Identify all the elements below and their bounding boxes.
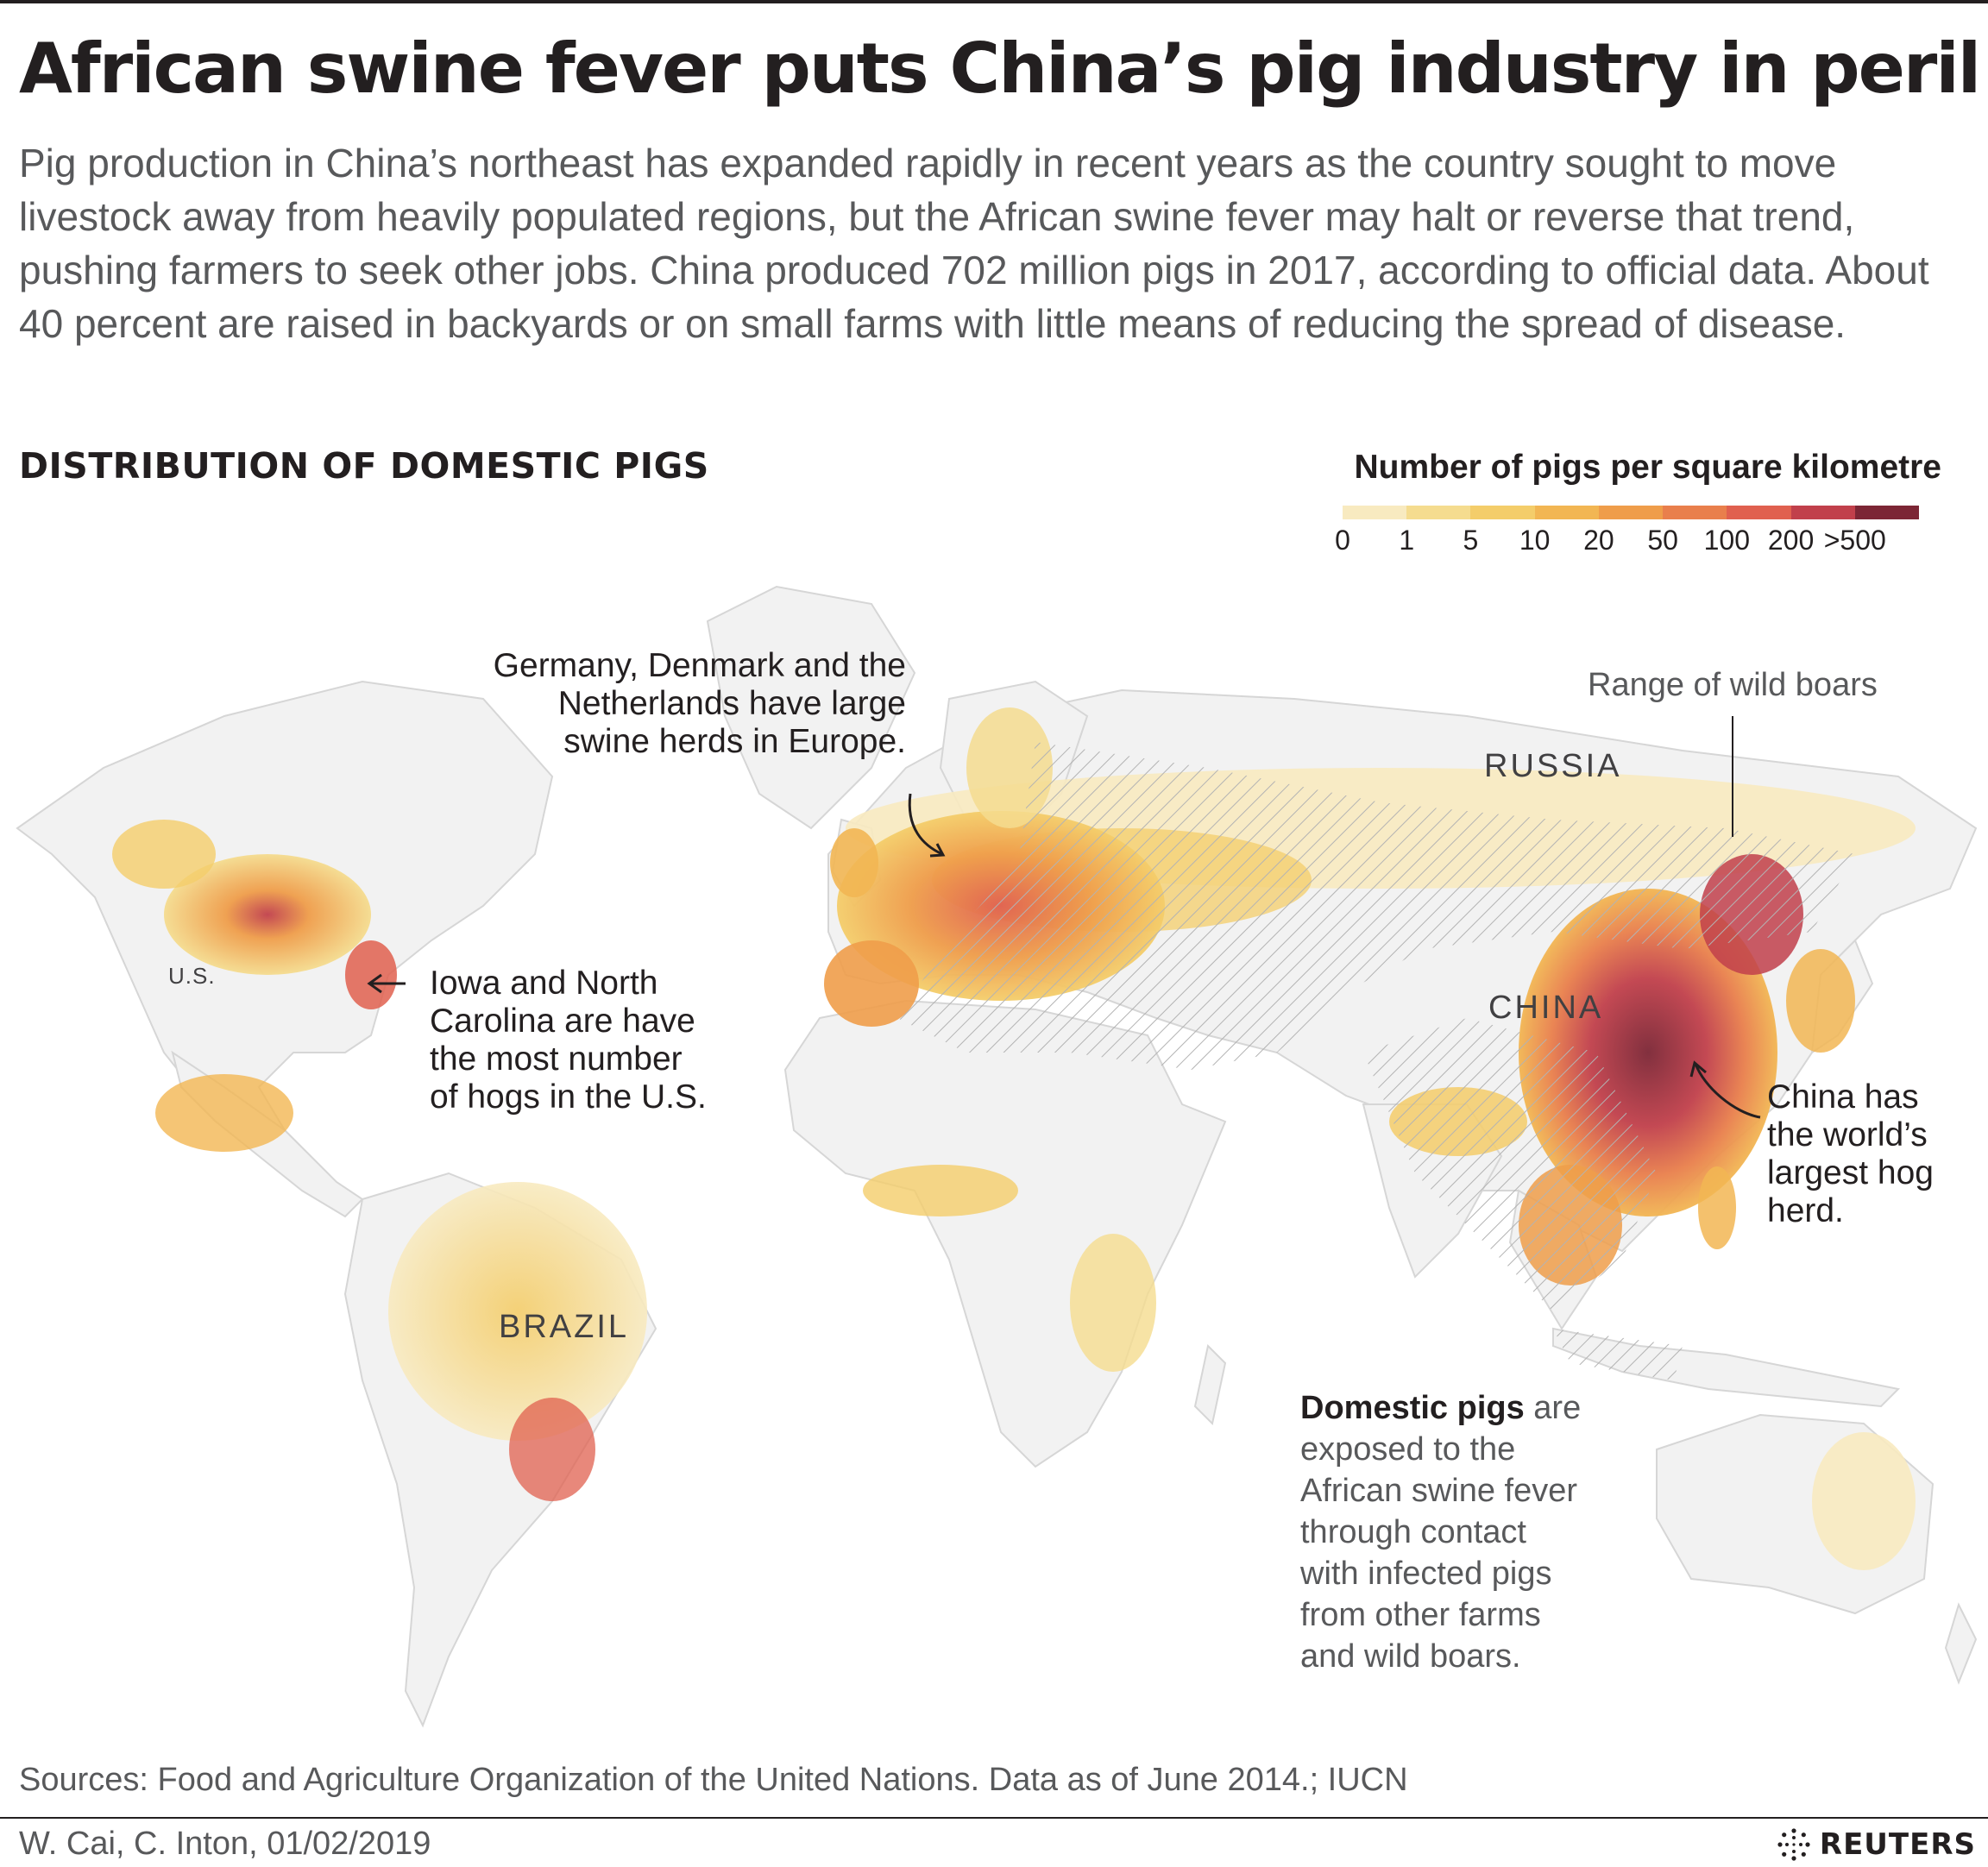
map-label-brazil: BRAZIL xyxy=(499,1309,629,1345)
density-iberia xyxy=(824,940,919,1027)
wild-boar-hatch-asia xyxy=(1363,1018,1657,1311)
wild-boar-hatch-eurasia xyxy=(897,742,1855,1070)
credit-line: W. Cai, C. Inton, 01/02/2019 xyxy=(19,1826,431,1862)
density-australia xyxy=(1812,1432,1916,1570)
legend-swatch xyxy=(1534,506,1599,519)
section-title: DISTRIBUTION OF DOMESTIC PIGS xyxy=(19,445,709,487)
china-arrow xyxy=(1694,1063,1761,1119)
wild-boar-hatch-indonesia xyxy=(1553,1329,1683,1380)
annotation-wild-boars: Range of wild boars xyxy=(1588,667,1878,703)
annotation-domestic-line: through contact xyxy=(1300,1514,1526,1550)
legend-swatch xyxy=(1470,506,1535,519)
legend-tick-label: 10 xyxy=(1519,525,1551,556)
legend-tick-label: 50 xyxy=(1647,525,1678,556)
density-philippines xyxy=(1698,1166,1736,1249)
density-us-east xyxy=(345,940,397,1009)
land-greenland xyxy=(706,585,916,830)
density-mexico xyxy=(155,1074,293,1152)
annotation-china-line: herd. xyxy=(1767,1192,1844,1229)
source-note: Sources: Food and Agriculture Organizati… xyxy=(19,1762,1408,1798)
reuters-logo: REUTERS xyxy=(1777,1827,1976,1862)
legend-swatch xyxy=(1854,506,1919,519)
density-east-africa xyxy=(1070,1234,1156,1372)
world-map: U.S. RUSSIA CHINA BRAZIL xyxy=(16,585,1978,1728)
europe-arrow xyxy=(908,793,943,856)
legend-tick-label: 1 xyxy=(1399,525,1415,556)
land-madagascar xyxy=(1193,1343,1227,1426)
map-label-china: CHINA xyxy=(1488,990,1603,1026)
density-british-isles xyxy=(830,828,878,897)
annotation-domestic-line: and wild boars. xyxy=(1300,1638,1521,1675)
annotation-europe: Germany, Denmark and the Netherlands hav… xyxy=(466,647,906,761)
legend-tick-label: 5 xyxy=(1463,525,1479,556)
land-africa xyxy=(783,999,1227,1468)
annotation-us-line: Iowa and North xyxy=(430,965,658,1002)
annotation-domestic-first-line: Domestic pigs are xyxy=(1300,1387,1628,1429)
reuters-dots-icon xyxy=(1777,1828,1810,1861)
legend-swatch xyxy=(1663,506,1727,519)
legend-tick-label: 200 xyxy=(1767,525,1815,556)
annotation-europe-line: swine herds in Europe. xyxy=(563,723,906,760)
annotation-us-line: of hogs in the U.S. xyxy=(430,1078,707,1116)
legend-tick-label: 100 xyxy=(1703,525,1751,556)
density-canada xyxy=(112,820,216,889)
annotation-domestic-line: with infected pigs xyxy=(1300,1556,1552,1592)
legend-swatch xyxy=(1406,506,1471,519)
annotation-pointers xyxy=(367,716,1761,1119)
wild-boar-range xyxy=(897,742,1855,1380)
annotation-china-line: largest hog xyxy=(1767,1154,1934,1191)
legend-swatch xyxy=(1727,506,1791,519)
annotation-domestic-line: exposed to the xyxy=(1300,1431,1516,1468)
annotation-us: Iowa and North Carolina are have the mos… xyxy=(430,965,740,1116)
annotation-us-line: Carolina are have xyxy=(430,1003,695,1040)
annotation-domestic-pigs: Domestic pigs are exposed to the African… xyxy=(1300,1387,1628,1677)
china-arrow-head xyxy=(1689,1060,1707,1078)
legend-tick-label: 20 xyxy=(1583,525,1614,556)
us-arrow-head xyxy=(367,973,382,994)
annotation-europe-line: Netherlands have large xyxy=(557,685,906,722)
density-brazil-south xyxy=(509,1398,595,1501)
annotation-europe-line: Germany, Denmark and the xyxy=(493,647,906,684)
map-label-us: U.S. xyxy=(168,963,216,989)
annotation-china: China has the world’s largest hog herd. xyxy=(1767,1078,1974,1230)
annotation-domestic-rest: are xyxy=(1524,1390,1582,1426)
annotation-domestic-line: African swine fever xyxy=(1300,1473,1578,1509)
density-korea-japan xyxy=(1786,949,1855,1053)
bottom-rule xyxy=(0,1817,1988,1819)
legend-swatch xyxy=(1790,506,1855,519)
annotation-domestic-line: from other farms xyxy=(1300,1597,1541,1633)
density-west-africa xyxy=(863,1165,1018,1216)
reuters-wordmark: REUTERS xyxy=(1819,1827,1976,1862)
density-brazil xyxy=(388,1182,647,1441)
legend-swatch xyxy=(1343,506,1407,519)
legend-tick-label: >500 xyxy=(1823,525,1886,556)
europe-arrow-head xyxy=(929,843,946,858)
top-rule xyxy=(0,0,1988,3)
page-title: African swine fever puts China’s pig ind… xyxy=(19,28,1981,109)
annotation-us-line: the most number xyxy=(430,1040,683,1078)
legend-ticks: 0 1 5 10 20 50 100 200 >500 xyxy=(1320,525,1976,559)
land-new-zealand xyxy=(1944,1602,1978,1685)
subtitle: Pig production in China’s northeast has … xyxy=(19,141,1929,346)
annotation-china-line: China has xyxy=(1767,1078,1919,1116)
legend-color-bar xyxy=(1343,506,1919,519)
legend-swatch xyxy=(1598,506,1664,519)
legend-tick-label: 0 xyxy=(1335,525,1350,556)
annotation-china-line: the world’s xyxy=(1767,1116,1928,1154)
annotation-domestic-bold: Domestic pigs xyxy=(1300,1390,1525,1426)
density-us-midwest xyxy=(164,854,371,975)
map-label-russia: RUSSIA xyxy=(1484,748,1621,784)
legend-title: Number of pigs per square kilometre xyxy=(1354,449,1941,486)
